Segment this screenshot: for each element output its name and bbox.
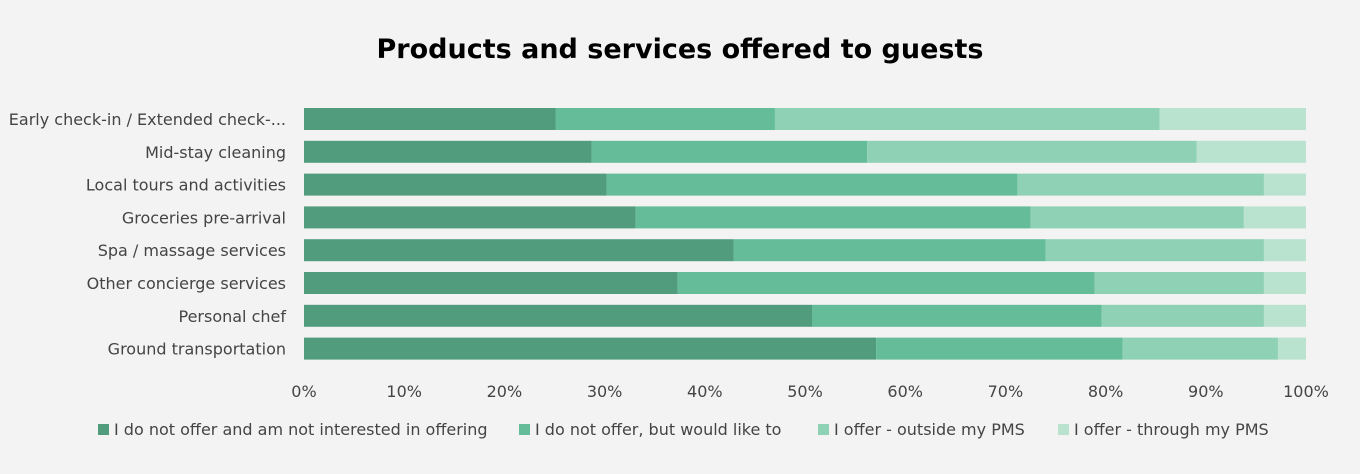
legend-label: I offer - through my PMS: [1074, 420, 1269, 439]
bar-segment: [1159, 108, 1306, 130]
x-tick-label: 70%: [988, 382, 1024, 401]
bar-segment: [304, 173, 607, 196]
bar-segment: [304, 206, 636, 229]
bar-segment: [1094, 272, 1264, 294]
category-label: Early check-in / Extended check-...: [9, 110, 286, 129]
bar-segment: [1101, 304, 1264, 327]
bar-segment: [1263, 173, 1306, 196]
bar-segment: [876, 337, 1123, 360]
x-tick-label: 50%: [787, 382, 823, 401]
bar-segment: [591, 140, 868, 163]
category-label: Groceries pre-arrival: [122, 208, 286, 227]
bar-segment: [1263, 239, 1306, 262]
bar-segment: [1122, 337, 1278, 360]
bar-segment: [677, 272, 1095, 294]
bar-segment: [1196, 140, 1306, 163]
bar-segment: [304, 304, 813, 327]
bar-segment: [304, 239, 734, 262]
legend-label: I do not offer and am not interested in …: [114, 420, 488, 439]
bar-segment: [606, 173, 1018, 196]
x-tick-label: 0%: [291, 382, 316, 401]
bar-segment: [1017, 173, 1264, 196]
category-label: Spa / massage services: [98, 241, 286, 260]
bar-segment: [812, 304, 1102, 327]
x-tick-label: 10%: [386, 382, 422, 401]
legend-swatch: [818, 424, 829, 435]
category-label: Other concierge services: [87, 274, 286, 293]
bar-segment: [555, 108, 775, 130]
bar-segment: [1263, 304, 1306, 327]
bar-segment: [304, 272, 678, 294]
category-label: Personal chef: [178, 307, 286, 326]
bar-segment: [304, 108, 556, 130]
bar-segment: [1263, 272, 1306, 294]
bar-segment: [774, 108, 1160, 130]
x-tick-label: 20%: [487, 382, 523, 401]
bar-segment: [733, 239, 1046, 262]
x-tick-label: 80%: [1088, 382, 1124, 401]
legend-label: I do not offer, but would like to: [535, 420, 781, 439]
x-tick-label: 100%: [1283, 382, 1329, 401]
category-label: Mid-stay cleaning: [145, 143, 286, 162]
legend-swatch: [1058, 424, 1069, 435]
chart-title: Products and services offered to guests: [377, 34, 984, 65]
bar-segment: [635, 206, 1031, 229]
bar-segment: [1030, 206, 1244, 229]
x-tick-label: 90%: [1188, 382, 1224, 401]
legend-swatch: [519, 424, 530, 435]
bar-segment: [304, 337, 877, 360]
bar-segment: [1277, 337, 1306, 360]
bar-segment: [1045, 239, 1264, 262]
x-tick-label: 30%: [587, 382, 623, 401]
bar-segment: [867, 140, 1197, 163]
category-label: Local tours and activities: [86, 176, 286, 195]
category-label: Ground transportation: [108, 340, 286, 359]
bar-segment: [304, 140, 592, 163]
legend-swatch: [98, 424, 109, 435]
bar-segment: [1243, 206, 1306, 229]
x-tick-label: 60%: [887, 382, 923, 401]
legend-label: I offer - outside my PMS: [834, 420, 1025, 439]
x-tick-label: 40%: [687, 382, 723, 401]
